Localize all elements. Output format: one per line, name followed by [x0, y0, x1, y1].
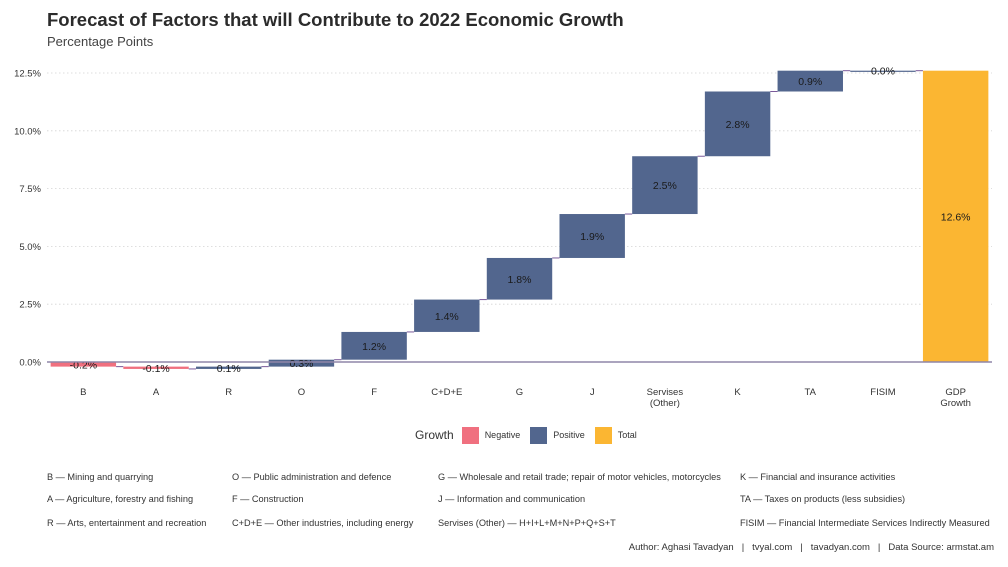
abbr-a: A — Agriculture, forestry and fishing	[47, 494, 194, 504]
bar-8	[632, 156, 698, 215]
data-label-4: 1.2%	[362, 341, 386, 353]
x-tick-label-6: G	[516, 387, 523, 398]
legend-key-total	[594, 426, 612, 444]
bar-4	[341, 331, 407, 360]
data-label-5: 1.4%	[435, 311, 459, 323]
bar-0	[50, 362, 117, 367]
footer: Author: Aghasi Tavadyan | tvyal.com | tavady…	[628, 542, 994, 553]
y-tick-label-2: 5.0%	[19, 242, 41, 253]
data-label-11: 0.0%	[871, 66, 895, 78]
data-label-2: 0.1%	[217, 363, 241, 375]
y-tick-label-5: 12.5%	[14, 69, 41, 80]
legend-key-positive	[530, 426, 548, 444]
footer-site-1: tvyal.com	[752, 542, 793, 553]
data-label-7: 1.9%	[580, 231, 604, 243]
x-tick-label-1: A	[153, 387, 160, 398]
data-label-10: 0.9%	[798, 76, 822, 88]
bar-1	[123, 366, 189, 369]
footer-source: Data Source: armstat.am	[888, 542, 994, 553]
abbr-r: R — Arts, entertainment and recreation	[47, 518, 207, 528]
data-label-0: -0.2%	[70, 359, 97, 371]
x-tick-label-10: TA	[805, 387, 817, 398]
data-label-6: 1.8%	[508, 274, 532, 286]
bar-7	[559, 214, 625, 258]
bar-6	[486, 257, 553, 300]
bar-12	[922, 70, 989, 363]
abbr-f: F — Construction	[232, 494, 304, 504]
abbr-ta: TA — Taxes on products (less subsidies)	[740, 494, 906, 504]
legend-item-positive: Positive	[530, 426, 585, 444]
bar-3	[268, 359, 335, 367]
bar-5	[414, 299, 480, 332]
data-label-9: 2.8%	[726, 119, 750, 131]
x-tick-label-2: R	[225, 387, 232, 398]
bar-10	[777, 70, 843, 92]
data-label-12: 12.6%	[941, 211, 971, 223]
chart-subtitle: Percentage Points	[47, 34, 154, 49]
x-tick-label-12: GDP Growth	[940, 387, 971, 409]
abbr-b: B — Mining and quarrying	[47, 472, 154, 482]
waterfall-chart: 0.0% 2.5% 5.0% 7.5% 10.0% 12.5% -0.2% B -0.1% A 0.…	[14, 66, 992, 409]
legend-label-positive: Positive	[553, 430, 585, 440]
legend-key-negative	[461, 426, 479, 444]
footer-site-2: tavadyan.com	[810, 542, 870, 553]
abbr-services: Servises (Other) — H+I+L+M+N+P+Q+S+T	[438, 518, 616, 528]
x-tick-label-4: F	[371, 387, 377, 398]
chart-title: Forecast of Factors that will Contribute…	[47, 9, 624, 30]
data-label-3: 0.3%	[289, 358, 313, 370]
x-tick-label-8: Servises (Other)	[647, 387, 684, 409]
x-tick-label-7: J	[590, 387, 595, 398]
footer-author: Author: Aghasi Tavadyan	[628, 542, 734, 553]
y-tick-label-4: 10.0%	[14, 126, 41, 137]
y-tick-label-1: 2.5%	[19, 300, 41, 311]
legend-label-total: Total	[617, 430, 637, 440]
legend-item-negative: Negative	[461, 426, 521, 444]
bar-9	[704, 91, 771, 157]
x-tick-label-5: C+D+E	[431, 387, 462, 398]
abbr-fisim: FISIM — Financial Intermediate Services …	[740, 518, 990, 528]
data-label-1: -0.1%	[142, 363, 169, 375]
legend-item-total: Total	[594, 426, 637, 444]
x-tick-label-3: O	[298, 387, 305, 398]
x-tick-label-9: K	[734, 387, 741, 398]
abbr-o: O — Public administration and defence	[232, 472, 392, 482]
abbr-cde: C+D+E — Other industries, including ener…	[232, 518, 414, 528]
abbr-g: G — Wholesale and retail trade; repair o…	[438, 472, 721, 482]
bar-11	[850, 70, 916, 72]
abbr-j: J — Information and communication	[438, 494, 586, 504]
legend: Growth Negative Positive Total	[415, 426, 647, 444]
x-tick-label-11: FISIM	[870, 387, 895, 398]
abbr-k: K — Financial and insurance activities	[740, 472, 896, 482]
x-tick-label-0: B	[80, 387, 86, 398]
legend-label-negative: Negative	[484, 430, 521, 440]
y-tick-label-0: 0.0%	[19, 358, 41, 369]
bar-2	[196, 366, 262, 369]
legend-title: Growth	[415, 428, 454, 442]
data-label-8: 2.5%	[653, 180, 677, 192]
y-tick-label-3: 7.5%	[19, 184, 41, 195]
